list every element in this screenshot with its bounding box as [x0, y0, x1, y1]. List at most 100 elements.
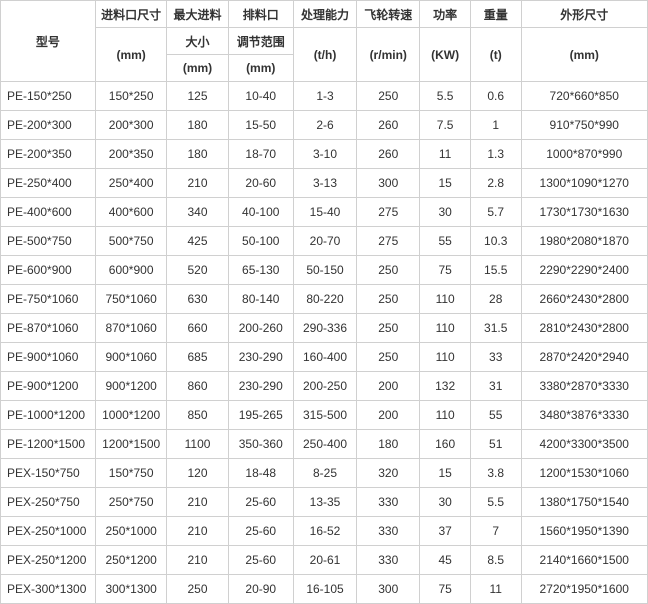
table-cell: 15-50 — [228, 111, 293, 140]
table-cell: 200-260 — [228, 314, 293, 343]
table-cell: 250 — [357, 314, 420, 343]
table-row: PE-750*1060750*106063080-14080-220250110… — [1, 285, 648, 314]
table-cell: 2-6 — [293, 111, 356, 140]
table-cell: 160 — [420, 430, 471, 459]
col-max-h1: 最大进料 — [167, 1, 228, 28]
table-cell: PE-900*1200 — [1, 372, 96, 401]
table-cell: 1200*1500 — [95, 430, 167, 459]
table-cell: 630 — [167, 285, 228, 314]
table-cell: 600*900 — [95, 256, 167, 285]
table-cell: 80-140 — [228, 285, 293, 314]
table-cell: 50-100 — [228, 227, 293, 256]
table-cell: 20-61 — [293, 546, 356, 575]
table-cell: 250 — [357, 343, 420, 372]
table-cell: 7.5 — [420, 111, 471, 140]
table-cell: PEX-250*750 — [1, 488, 96, 517]
table-cell: 10-40 — [228, 82, 293, 111]
table-cell: 250 — [167, 575, 228, 604]
table-cell: 300 — [357, 575, 420, 604]
table-cell: 1300*1090*1270 — [521, 169, 648, 198]
table-cell: 1560*1950*1390 — [521, 517, 648, 546]
table-row: PEX-250*1000250*100021025-6016-523303771… — [1, 517, 648, 546]
table-row: PE-200*350200*35018018-703-10260111.3100… — [1, 140, 648, 169]
table-cell: 51 — [470, 430, 521, 459]
table-cell: 45 — [420, 546, 471, 575]
col-model-h: 型号 — [1, 1, 96, 82]
table-cell: 250 — [357, 82, 420, 111]
table-cell: 250*750 — [95, 488, 167, 517]
table-cell: 33 — [470, 343, 521, 372]
table-cell: 125 — [167, 82, 228, 111]
col-max-h3: (mm) — [167, 55, 228, 82]
table-cell: 11 — [420, 140, 471, 169]
table-cell: 500*750 — [95, 227, 167, 256]
table-cell: 1100 — [167, 430, 228, 459]
table-cell: 37 — [420, 517, 471, 546]
table-cell: 200*300 — [95, 111, 167, 140]
table-cell: 150*750 — [95, 459, 167, 488]
table-cell: 75 — [420, 575, 471, 604]
table-cell: 260 — [357, 140, 420, 169]
table-cell: 120 — [167, 459, 228, 488]
table-row: PE-600*900600*90052065-13050-1502507515.… — [1, 256, 648, 285]
table-cell: 2870*2420*2940 — [521, 343, 648, 372]
table-cell: 110 — [420, 401, 471, 430]
table-cell: 2290*2290*2400 — [521, 256, 648, 285]
table-cell: 2810*2430*2800 — [521, 314, 648, 343]
table-row: PE-250*400250*40021020-603-13300152.8130… — [1, 169, 648, 198]
table-cell: 160-400 — [293, 343, 356, 372]
table-cell: 900*1200 — [95, 372, 167, 401]
table-cell: PE-870*1060 — [1, 314, 96, 343]
table-cell: 275 — [357, 198, 420, 227]
col-feed-h1: 进料口尺寸 — [95, 1, 167, 28]
table-row: PEX-150*750150*75012018-488-25320153.812… — [1, 459, 648, 488]
table-cell: 520 — [167, 256, 228, 285]
table-cell: 5.5 — [470, 488, 521, 517]
table-cell: 2660*2430*2800 — [521, 285, 648, 314]
table-cell: 80-220 — [293, 285, 356, 314]
col-wt-h1: 重量 — [470, 1, 521, 28]
table-cell: 660 — [167, 314, 228, 343]
table-cell: 0.6 — [470, 82, 521, 111]
table-cell: 4200*3300*3500 — [521, 430, 648, 459]
table-cell: PE-900*1060 — [1, 343, 96, 372]
table-cell: PEX-150*750 — [1, 459, 96, 488]
table-cell: 2720*1950*1600 — [521, 575, 648, 604]
table-cell: 16-52 — [293, 517, 356, 546]
table-cell: 250*1000 — [95, 517, 167, 546]
table-cell: 50-150 — [293, 256, 356, 285]
table-cell: 2140*1660*1500 — [521, 546, 648, 575]
table-cell: 210 — [167, 169, 228, 198]
table-cell: PE-200*350 — [1, 140, 96, 169]
table-cell: 132 — [420, 372, 471, 401]
table-cell: 75 — [420, 256, 471, 285]
table-row: PE-900*1200900*1200860230-290200-2502001… — [1, 372, 648, 401]
col-pow-h1: 功率 — [420, 1, 471, 28]
table-cell: 720*660*850 — [521, 82, 648, 111]
table-cell: PE-1000*1200 — [1, 401, 96, 430]
col-cap-h1: 处理能力 — [293, 1, 356, 28]
table-row: PE-500*750500*75042550-10020-702755510.3… — [1, 227, 648, 256]
table-cell: 31.5 — [470, 314, 521, 343]
table-cell: 30 — [420, 198, 471, 227]
table-cell: 25-60 — [228, 488, 293, 517]
table-cell: 1000*870*990 — [521, 140, 648, 169]
table-cell: 2.8 — [470, 169, 521, 198]
table-cell: 3380*2870*3330 — [521, 372, 648, 401]
table-cell: 40-100 — [228, 198, 293, 227]
col-dim-h2: (mm) — [521, 28, 648, 82]
table-cell: 3480*3876*3330 — [521, 401, 648, 430]
table-cell: 290-336 — [293, 314, 356, 343]
table-cell: 1000*1200 — [95, 401, 167, 430]
table-cell: 200 — [357, 372, 420, 401]
table-cell: 8-25 — [293, 459, 356, 488]
col-speed-h1: 飞轮转速 — [357, 1, 420, 28]
table-cell: 30 — [420, 488, 471, 517]
table-cell: 340 — [167, 198, 228, 227]
table-cell: 8.5 — [470, 546, 521, 575]
table-cell: PEX-300*1300 — [1, 575, 96, 604]
table-cell: 1730*1730*1630 — [521, 198, 648, 227]
table-row: PE-150*250150*25012510-401-32505.50.6720… — [1, 82, 648, 111]
table-cell: 250*400 — [95, 169, 167, 198]
table-cell: 150*250 — [95, 82, 167, 111]
